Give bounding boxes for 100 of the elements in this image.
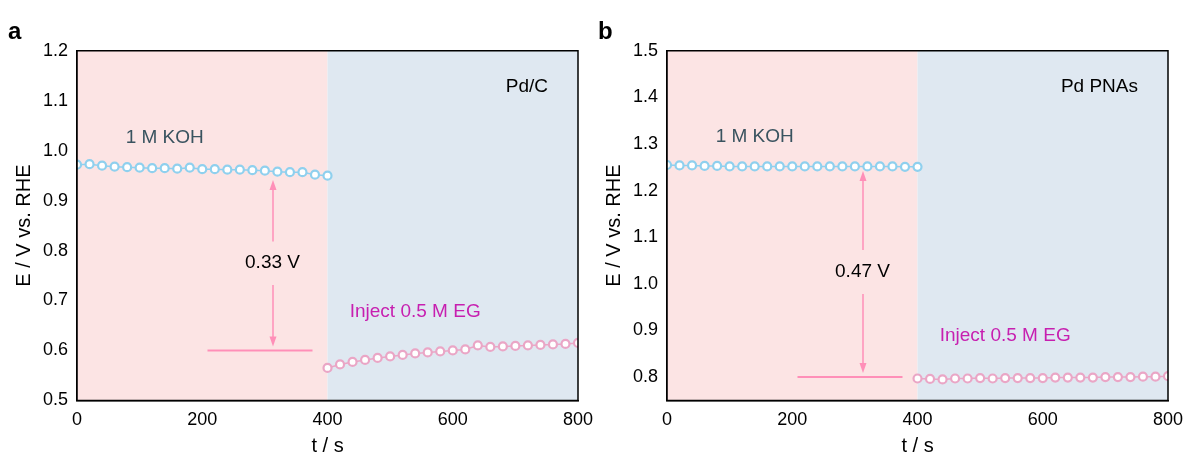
point bbox=[887, 161, 898, 172]
point bbox=[309, 169, 321, 180]
x-tick-label: 400 bbox=[312, 409, 343, 430]
point bbox=[849, 161, 860, 172]
point bbox=[147, 163, 158, 174]
point bbox=[96, 160, 108, 171]
point bbox=[122, 162, 133, 173]
point bbox=[209, 164, 220, 175]
x-axis-title: t / s bbox=[901, 433, 934, 456]
point bbox=[1137, 371, 1149, 382]
y-tick-label: 1.0 bbox=[632, 272, 659, 293]
point bbox=[447, 345, 458, 356]
point bbox=[837, 161, 848, 172]
point bbox=[1050, 372, 1061, 383]
point bbox=[109, 161, 120, 172]
point bbox=[724, 161, 735, 172]
point bbox=[284, 167, 296, 178]
point bbox=[949, 373, 961, 384]
point bbox=[799, 161, 810, 172]
x-tick-label: 200 bbox=[187, 409, 218, 430]
point bbox=[422, 347, 433, 358]
chart-title: b bbox=[598, 17, 613, 45]
point bbox=[737, 161, 748, 172]
point bbox=[674, 160, 685, 171]
point bbox=[347, 356, 358, 368]
y-tick-label: 1.1 bbox=[632, 226, 659, 247]
point bbox=[787, 161, 798, 172]
x-tick-label: 800 bbox=[1152, 409, 1184, 430]
point bbox=[812, 161, 823, 172]
point bbox=[485, 341, 496, 353]
point bbox=[435, 346, 446, 357]
point bbox=[1075, 372, 1086, 383]
point bbox=[1037, 372, 1048, 384]
point bbox=[522, 340, 533, 351]
y-tick-label: 0.9 bbox=[42, 189, 69, 210]
y-axis-title: E / V vs. RHE bbox=[601, 164, 624, 287]
point bbox=[749, 161, 760, 172]
point bbox=[134, 162, 145, 173]
y-tick-label: 1.0 bbox=[42, 139, 69, 160]
point bbox=[359, 354, 371, 366]
point bbox=[874, 161, 886, 172]
y-tick-label: 1.1 bbox=[42, 89, 69, 110]
annotation: Pd/C bbox=[505, 75, 548, 97]
point bbox=[862, 161, 873, 172]
point bbox=[1100, 371, 1111, 383]
point bbox=[410, 348, 421, 359]
point bbox=[912, 373, 923, 384]
point bbox=[472, 340, 483, 351]
point bbox=[1025, 372, 1036, 384]
point bbox=[547, 339, 559, 350]
point bbox=[712, 160, 723, 172]
x-tick-label: 0 bbox=[662, 409, 673, 430]
point bbox=[686, 160, 698, 171]
annotation: 0.33 V bbox=[245, 251, 301, 273]
y-tick-label: 1.5 bbox=[632, 39, 659, 60]
point bbox=[1150, 371, 1161, 382]
point bbox=[197, 164, 208, 175]
point bbox=[1112, 371, 1123, 383]
point bbox=[172, 163, 183, 174]
point bbox=[774, 161, 785, 172]
point bbox=[297, 167, 308, 178]
x-tick-label: 0 bbox=[72, 409, 83, 430]
series-label: Inject 0.5 M EG bbox=[939, 324, 1071, 346]
point bbox=[987, 373, 998, 384]
point bbox=[560, 338, 571, 350]
point bbox=[962, 373, 973, 384]
y-tick-label: 1.4 bbox=[632, 86, 659, 107]
point bbox=[184, 162, 195, 173]
point bbox=[272, 166, 283, 177]
y-tick-label: 0.8 bbox=[632, 366, 659, 387]
point bbox=[334, 359, 346, 370]
y-axis-title: E / V vs. RHE bbox=[11, 164, 34, 287]
point bbox=[1062, 372, 1073, 383]
annotation: Pd PNAs bbox=[1060, 75, 1138, 97]
y-tick-label: 0.8 bbox=[42, 239, 69, 260]
chart-title: a bbox=[8, 17, 22, 45]
point bbox=[912, 161, 923, 172]
point bbox=[385, 351, 396, 362]
point bbox=[535, 339, 546, 351]
y-tick-label: 1.3 bbox=[632, 133, 659, 153]
point bbox=[1087, 372, 1098, 383]
point bbox=[322, 362, 333, 374]
point bbox=[1012, 372, 1023, 384]
point bbox=[460, 344, 471, 355]
point bbox=[259, 165, 270, 176]
y-tick-label: 0.9 bbox=[632, 319, 659, 340]
point bbox=[899, 161, 911, 172]
x-tick-label: 800 bbox=[562, 409, 594, 430]
x-tick-label: 600 bbox=[437, 409, 468, 430]
y-tick-label: 0.6 bbox=[42, 339, 69, 360]
point bbox=[322, 170, 333, 181]
point bbox=[159, 163, 170, 174]
y-tick-label: 0.5 bbox=[42, 389, 69, 410]
point bbox=[975, 372, 986, 384]
point bbox=[824, 161, 835, 172]
point bbox=[234, 164, 245, 175]
point bbox=[699, 160, 710, 172]
annotation: 0.47 V bbox=[835, 260, 891, 282]
point bbox=[1000, 372, 1011, 384]
point bbox=[937, 374, 948, 385]
